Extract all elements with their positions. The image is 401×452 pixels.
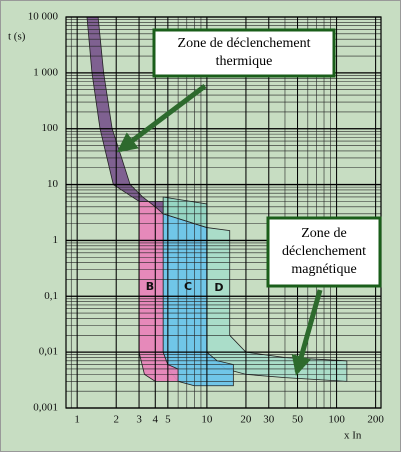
y-axis-label: t (s) (8, 31, 26, 43)
zone-label: C (184, 280, 192, 293)
zone-label: B (146, 280, 154, 293)
annotation-text: Zone de déclenchement (178, 36, 311, 51)
x-tick-label: 2 (113, 414, 119, 426)
annotation-text: déclenchement (282, 244, 366, 259)
y-tick-label: 100 (42, 122, 59, 134)
x-tick-label: 1 (74, 414, 80, 426)
y-tick-label: 0,001 (33, 402, 58, 414)
annotation-box (152, 28, 336, 78)
x-tick-label: 20 (240, 414, 252, 426)
y-tick-label: 1 000 (33, 66, 58, 78)
annotation-text: magnétique (291, 262, 356, 277)
x-axis-label: x In (344, 430, 362, 442)
x-tick-label: 200 (367, 414, 384, 426)
zone-area (86, 17, 164, 215)
zone-label: D (214, 281, 223, 294)
x-tick-label: 100 (328, 414, 345, 426)
y-tick-label: 10 000 (28, 11, 59, 23)
y-tick-label: 10 (47, 178, 59, 190)
x-tick-label: 30 (263, 414, 275, 426)
plot-frame (65, 16, 382, 409)
annotation-box (266, 216, 382, 288)
y-tick-label: 0,1 (44, 290, 58, 302)
arrow (291, 289, 323, 376)
x-tick-label: 10 (201, 414, 213, 426)
y-tick-label: 1 (53, 234, 59, 246)
annotations: Zone de déclenchement thermique Zone de … (116, 28, 382, 376)
y-tick-label: 0,01 (39, 346, 58, 358)
x-tick-label: 5 (165, 414, 171, 426)
annotation-text: thermique (216, 54, 273, 69)
annotation-text: Zone de (301, 226, 346, 241)
x-tick-label: 50 (292, 414, 304, 426)
arrow (116, 84, 207, 153)
x-tick-label: 4 (153, 414, 159, 426)
x-tick-label: 3 (136, 414, 142, 426)
